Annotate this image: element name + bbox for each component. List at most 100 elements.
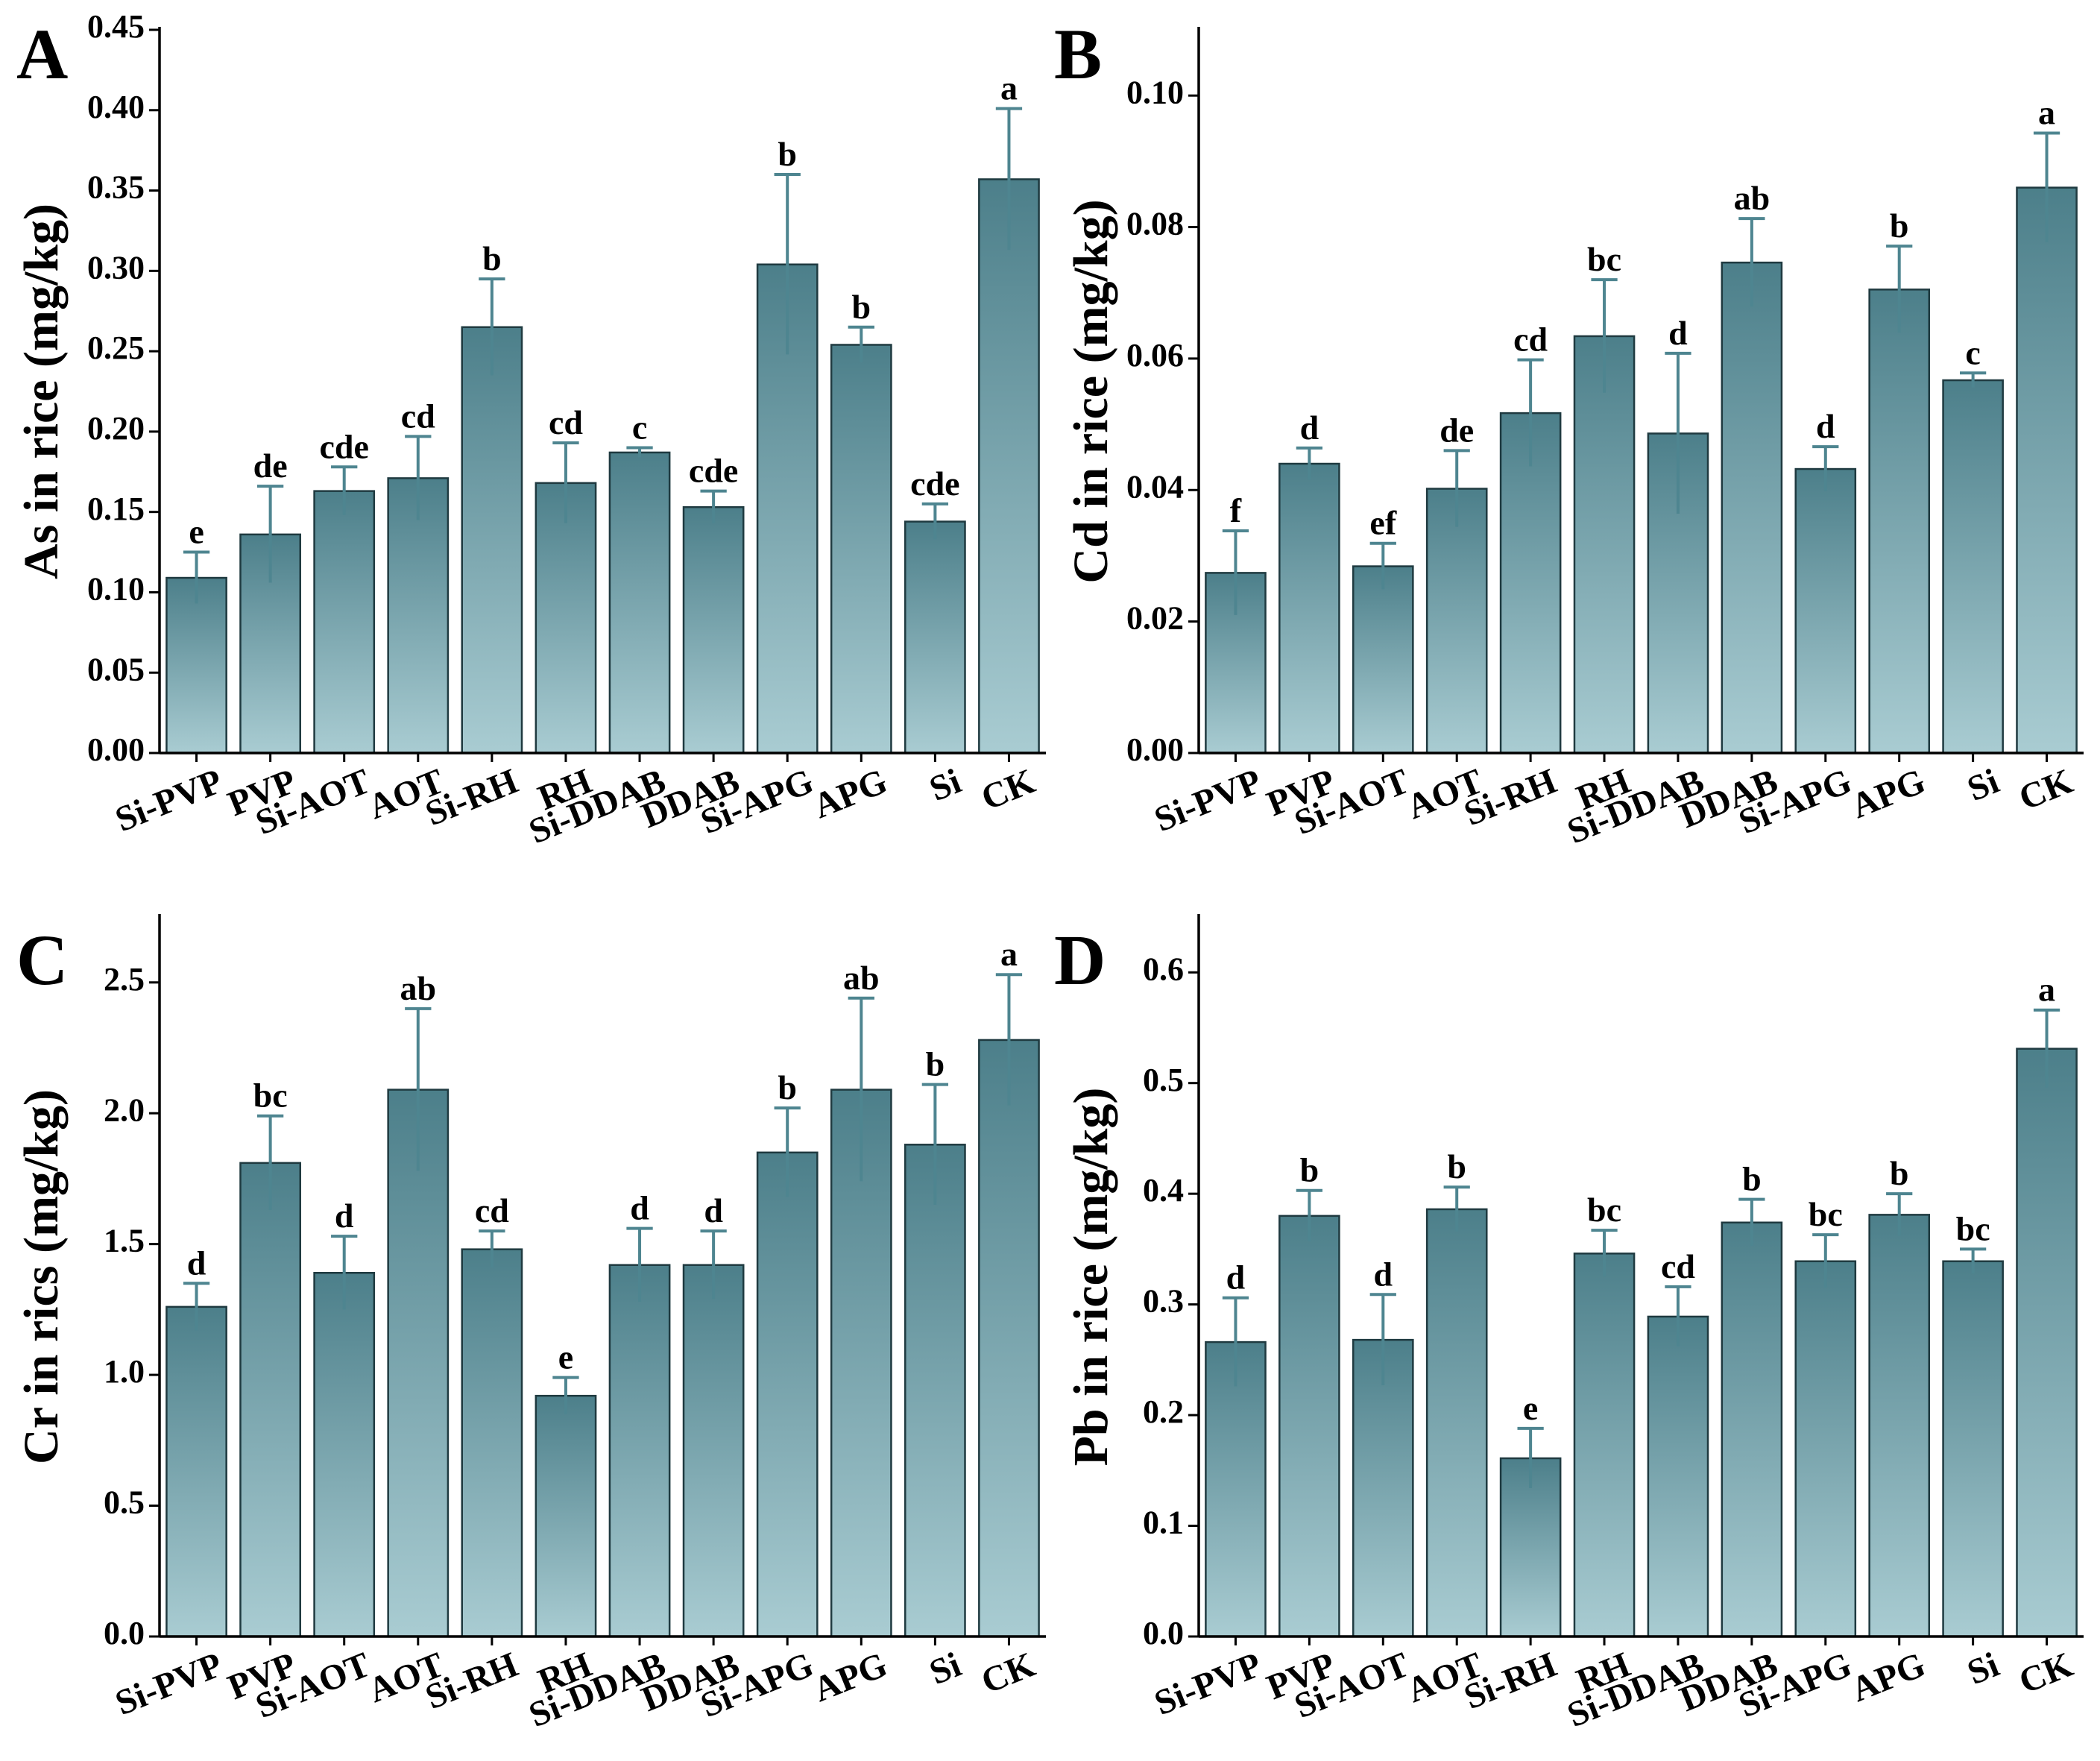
significance-letter-PVP: bc <box>253 1077 288 1115</box>
bar-RH <box>535 1394 597 1638</box>
significance-letter-RH: e <box>558 1338 573 1376</box>
significance-letter-AOT: ab <box>400 969 436 1007</box>
x-tick-label-APG: APG <box>808 761 893 826</box>
bar-Si-AOT <box>313 1271 376 1638</box>
significance-letter-Si: bc <box>1956 1209 1990 1247</box>
x-tick-label-Si: Si <box>1962 761 2005 809</box>
significance-letter-Si-RH: e <box>1523 1389 1538 1427</box>
significance-letter-PVP: de <box>253 447 288 485</box>
y-tick-label: 0.15 <box>87 491 145 527</box>
bar-Si-APG <box>1794 467 1857 755</box>
significance-letter-Si-AOT: cde <box>319 427 368 465</box>
significance-letter-Si-APG: b <box>778 135 797 173</box>
x-tick-label-Si: Si <box>1962 1645 2005 1692</box>
significance-letter-Si-APG: bc <box>1809 1195 1843 1233</box>
significance-letter-Si-PVP: d <box>1226 1258 1246 1297</box>
y-tick-label: 0.04 <box>1126 468 1184 505</box>
y-tick-label: 0.45 <box>87 8 145 45</box>
bar-Si-RH <box>461 326 523 755</box>
x-tick-label-Si-PVP: Si-PVP <box>1149 761 1267 839</box>
y-tick-label: 0.5 <box>1143 1062 1184 1098</box>
bar-Si-AOT <box>1352 565 1414 755</box>
panel-label-B: B <box>1054 14 1102 94</box>
y-tick-label: 0.00 <box>1126 731 1184 768</box>
y-tick-label: 0.4 <box>1143 1172 1184 1209</box>
y-tick-label: 0.0 <box>1143 1615 1184 1651</box>
y-tick-label: 0.25 <box>87 330 145 366</box>
chart-panel-C: CCr in rics (mg/kg) dSi-PVPbcPVPdSi-AOTab… <box>14 914 1046 1735</box>
significance-letter-AOT: cd <box>401 397 435 435</box>
y-tick-label: 0.10 <box>87 571 145 608</box>
y-tick-label: 0.06 <box>1126 337 1184 374</box>
significance-letter-Si: cde <box>910 464 959 503</box>
bar-Si-DDAB <box>608 1264 671 1638</box>
significance-letter-APG: b <box>1890 207 1909 245</box>
significance-letter-PVP: b <box>1300 1151 1319 1189</box>
y-tick-label: 0.40 <box>87 89 145 125</box>
bar-RH <box>1573 1253 1636 1638</box>
x-tick-label-Si: Si <box>924 761 967 809</box>
bar-PVP <box>1278 462 1340 755</box>
y-tick-label: 0.00 <box>87 731 145 768</box>
significance-letter-Si: b <box>926 1045 945 1083</box>
significance-letter-Si-DDAB: c <box>632 408 647 446</box>
significance-letter-Si-APG: b <box>778 1068 797 1106</box>
bar-APG <box>1868 1214 1931 1638</box>
bar-Si <box>904 1144 966 1638</box>
significance-letter-Si-AOT: ef <box>1369 504 1396 542</box>
bar-PVP <box>239 1162 302 1638</box>
bar-Si-DDAB <box>1647 1315 1709 1638</box>
bar-Si-DDAB <box>608 451 671 755</box>
significance-letter-Si-DDAB: d <box>630 1189 649 1227</box>
x-tick-label-CK: CK <box>976 1645 1041 1701</box>
chart-panel-A: AAs in rice (mg/kg) eSi-PVPdePVPcdeSi-AOT… <box>14 8 1046 851</box>
bar-Si-PVP <box>165 1305 227 1638</box>
bar-PVP <box>1278 1215 1340 1638</box>
y-tick-label: 0.35 <box>87 169 145 206</box>
bar-Si-RH <box>1499 412 1562 755</box>
y-axis-title: As in rice (mg/kg) <box>14 204 69 579</box>
y-tick-label: 0.2 <box>1143 1393 1184 1430</box>
significance-letter-Si-AOT: d <box>335 1197 354 1235</box>
y-tick-label: 2.0 <box>104 1091 145 1128</box>
panel-label-A: A <box>16 14 68 94</box>
significance-letter-APG: ab <box>843 959 880 997</box>
significance-letter-AOT: de <box>1440 411 1474 449</box>
significance-letter-Si-DDAB: cd <box>1661 1247 1695 1285</box>
y-tick-label: 0.1 <box>1143 1505 1184 1541</box>
x-tick-label-CK: CK <box>976 761 1041 818</box>
significance-letter-Si: c <box>1965 333 1980 371</box>
significance-letter-Si-PVP: d <box>187 1244 206 1282</box>
bar-AOT <box>1425 488 1488 755</box>
bar-CK <box>2016 186 2078 755</box>
significance-letter-RH: bc <box>1587 240 1621 278</box>
bar-Si-RH <box>461 1248 523 1638</box>
bar-AOT <box>387 1089 450 1638</box>
bar-RH <box>535 482 597 755</box>
bar-CK <box>2016 1048 2078 1638</box>
y-tick-label: 1.0 <box>104 1353 145 1390</box>
significance-letter-DDAB: ab <box>1734 179 1771 217</box>
y-tick-label: 0.02 <box>1126 600 1184 637</box>
y-axis-title: Cr in rics (mg/kg) <box>14 1089 69 1464</box>
significance-letter-Si-RH: b <box>482 239 502 277</box>
significance-letter-RH: bc <box>1587 1191 1621 1229</box>
significance-letter-RH: cd <box>549 403 583 441</box>
y-tick-label: 0.30 <box>87 249 145 286</box>
bar-Si-PVP <box>165 576 227 755</box>
y-tick-label: 0.6 <box>1143 951 1184 987</box>
panel-label-D: D <box>1054 920 1106 1000</box>
significance-letter-CK: a <box>2038 93 2055 131</box>
significance-letter-Si-PVP: e <box>189 513 204 551</box>
bar-Si-AOT <box>313 490 376 755</box>
bar-DDAB <box>682 505 745 755</box>
x-tick-label-APG: APG <box>1846 761 1931 826</box>
bar-DDAB <box>1721 261 1783 755</box>
y-tick-label: 0.20 <box>87 410 145 447</box>
bar-APG <box>1868 289 1931 755</box>
significance-letter-CK: a <box>1000 935 1018 973</box>
significance-letter-APG: b <box>1890 1154 1909 1192</box>
bar-Si <box>1942 379 2004 755</box>
x-tick-label-Si: Si <box>924 1645 967 1692</box>
